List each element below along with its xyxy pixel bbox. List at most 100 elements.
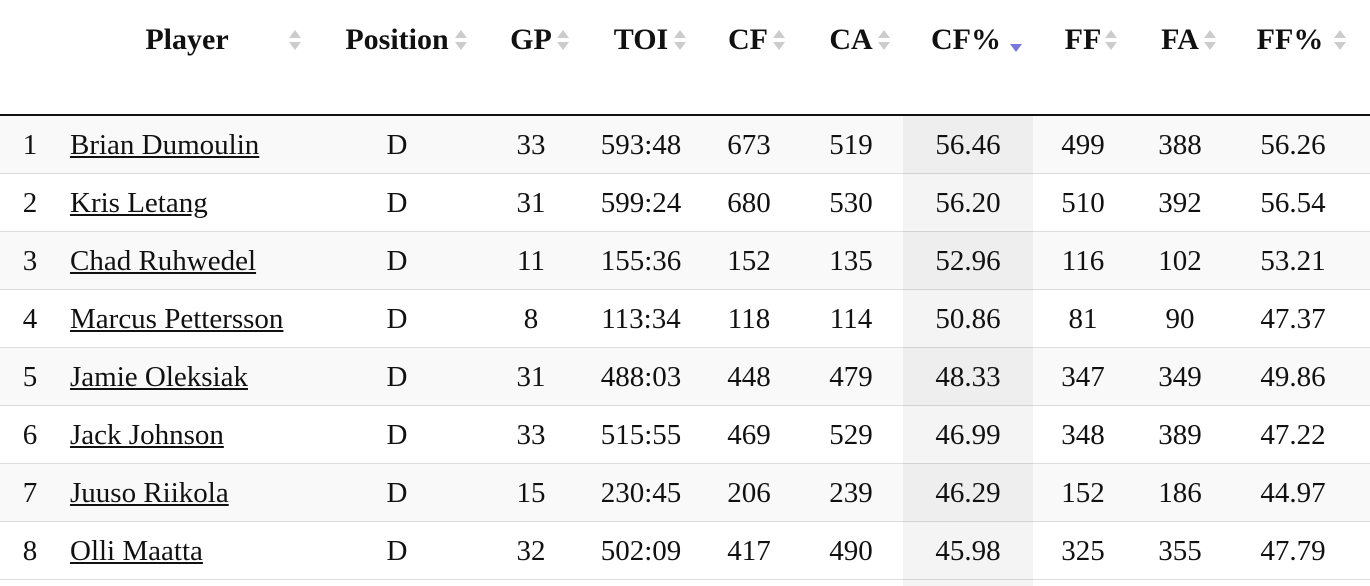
stat-cell: 90 (1165, 303, 1195, 335)
stat-cell: 32 (516, 535, 546, 567)
player-link[interactable]: Juuso Riikola (70, 477, 229, 509)
stat-cell: 348 (1061, 419, 1105, 451)
sort-up (773, 30, 785, 38)
player-cell: Brian Dumoulin (70, 128, 259, 162)
stat-cell: 152 (1061, 477, 1105, 509)
sort-arrows[interactable] (557, 26, 569, 56)
stat-cell: 519 (829, 129, 873, 161)
stat-cell: 52.96 (935, 245, 1001, 277)
player-link[interactable]: Marcus Pettersson (70, 303, 284, 335)
stat-cell: 530 (829, 187, 873, 219)
rank-cell: 8 (22, 535, 38, 567)
stat-cell: 388 (1158, 129, 1202, 161)
player-link[interactable]: Jamie Oleksiak (70, 361, 248, 393)
table-row (0, 348, 1370, 406)
sort-arrows[interactable] (674, 26, 686, 56)
player-link[interactable]: Brian Dumoulin (70, 129, 260, 161)
sort-arrows[interactable] (289, 26, 301, 56)
player-link[interactable]: Jack Johnson (70, 419, 224, 451)
table-row (0, 290, 1370, 348)
stat-cell: D (386, 361, 408, 393)
stat-cell: 118 (727, 303, 771, 335)
rank-cell: 3 (22, 245, 38, 277)
stat-cell: 114 (829, 303, 873, 335)
sort-arrows[interactable] (1334, 26, 1346, 56)
stat-cell: 31 (516, 187, 546, 219)
sort-down (455, 42, 467, 50)
player-link[interactable]: Kris Letang (70, 187, 208, 219)
stat-cell: 355 (1158, 535, 1202, 567)
sort-up (878, 30, 890, 38)
stat-cell: 56.26 (1260, 129, 1326, 161)
stat-cell: 186 (1158, 477, 1202, 509)
sort-arrows[interactable] (1105, 26, 1117, 56)
player-cell: Marcus Pettersson (70, 302, 283, 336)
stat-cell: 113:34 (601, 303, 681, 335)
sort-arrows[interactable] (1010, 26, 1022, 56)
stat-cell: 206 (727, 477, 771, 509)
sort-up (1334, 30, 1346, 38)
player-link[interactable]: Chad Ruhwedel (70, 245, 257, 277)
sort-up (557, 30, 569, 38)
rank-cell: 1 (22, 129, 38, 161)
column-header[interactable]: GP (510, 23, 552, 56)
sort-up (674, 30, 686, 38)
player-link[interactable]: Olli Maatta (70, 535, 203, 567)
column-header[interactable]: FA (1161, 23, 1199, 56)
column-header[interactable]: CF (728, 23, 768, 56)
stat-cell: 152 (727, 245, 771, 277)
stat-cell: 349 (1158, 361, 1202, 393)
sort-down (1010, 44, 1022, 52)
sort-arrows[interactable] (773, 26, 785, 56)
stat-cell: 56.54 (1260, 187, 1326, 219)
rank-cell: 6 (22, 419, 38, 451)
column-header[interactable]: FF% (1256, 23, 1324, 56)
column-header[interactable]: FF (1064, 23, 1102, 56)
rank-cell: 2 (22, 187, 38, 219)
sort-arrows[interactable] (1204, 26, 1216, 56)
sort-down (1334, 42, 1346, 50)
table-row (0, 406, 1370, 464)
stat-cell: 469 (727, 419, 771, 451)
sort-up (289, 30, 301, 38)
stat-cell: 48.33 (935, 361, 1001, 393)
rank-cell: 5 (22, 361, 38, 393)
stat-cell: 15 (516, 477, 546, 509)
stat-cell: 392 (1158, 187, 1202, 219)
column-header[interactable]: Position (345, 23, 449, 56)
stat-cell: 230:45 (600, 477, 682, 509)
sort-up (1204, 30, 1216, 38)
sort-arrows[interactable] (455, 26, 467, 56)
stat-cell: D (386, 303, 408, 335)
stat-cell: 33 (516, 129, 546, 161)
table-row (0, 174, 1370, 232)
stat-cell: 499 (1061, 129, 1105, 161)
stat-cell: 46.99 (935, 419, 1001, 451)
column-header[interactable]: CA (829, 23, 873, 56)
sort-down (1204, 42, 1216, 50)
stat-cell: 239 (829, 477, 873, 509)
stat-cell: 479 (829, 361, 873, 393)
stat-cell: 417 (727, 535, 771, 567)
stat-cell: D (386, 477, 408, 509)
stat-cell: 53.21 (1260, 245, 1326, 277)
table-row (0, 464, 1370, 522)
stat-cell: 593:48 (600, 129, 682, 161)
stat-cell: 33 (516, 419, 546, 451)
column-header[interactable]: Player (145, 23, 229, 56)
stat-cell: 56.46 (935, 129, 1001, 161)
stat-cell: 102 (1158, 245, 1202, 277)
column-header[interactable]: CF% (931, 23, 1001, 56)
sort-up (455, 30, 467, 38)
stat-cell: 515:55 (600, 419, 682, 451)
sort-arrows[interactable] (878, 26, 890, 56)
sort-down (1105, 42, 1117, 50)
player-cell: Jamie Oleksiak (70, 360, 248, 394)
column-header[interactable]: TOI (613, 23, 669, 56)
stat-cell: 47.79 (1260, 535, 1326, 567)
stat-cell: D (386, 187, 408, 219)
rank-cell: 7 (22, 477, 38, 509)
player-cell: Chad Ruhwedel (70, 244, 256, 278)
stat-cell: 50.86 (935, 303, 1001, 335)
